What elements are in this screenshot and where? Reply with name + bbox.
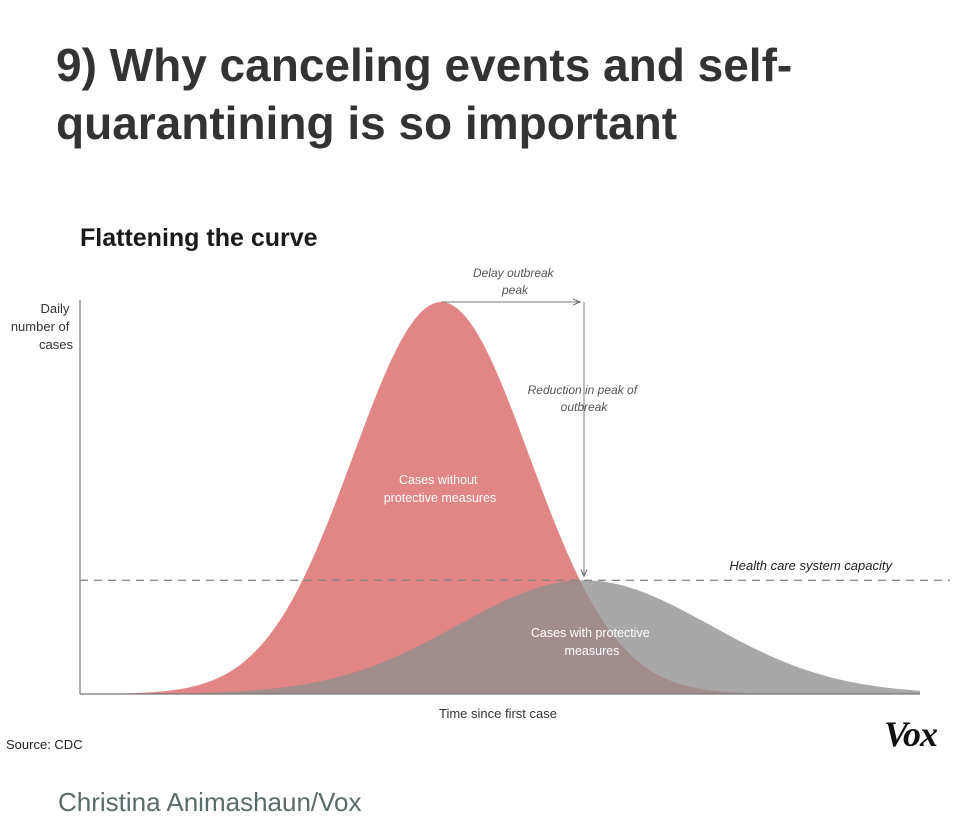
- area-without-measures: [80, 302, 920, 694]
- y-axis-label: Daily number of cases: [11, 301, 74, 352]
- series-label-with-measures: Cases with protective measures: [531, 626, 653, 658]
- source-note: Source: CDC: [6, 737, 83, 752]
- area-with-measures: [80, 580, 920, 694]
- headline: 9) Why canceling events and self-quarant…: [56, 39, 793, 149]
- capacity-label: Health care system capacity: [729, 558, 893, 573]
- reduction-annotation: Reduction in peak of outbreak: [528, 383, 641, 414]
- delay-annotation: Delay outbreak peak: [473, 266, 557, 297]
- x-axis-label: Time since first case: [439, 706, 557, 721]
- chart-title: Flattening the curve: [80, 224, 318, 252]
- photo-credit: Christina Animashaun/Vox: [58, 787, 362, 817]
- vox-logo: Vox: [884, 714, 938, 754]
- series-label-without-measures: Cases without protective measures: [384, 473, 497, 505]
